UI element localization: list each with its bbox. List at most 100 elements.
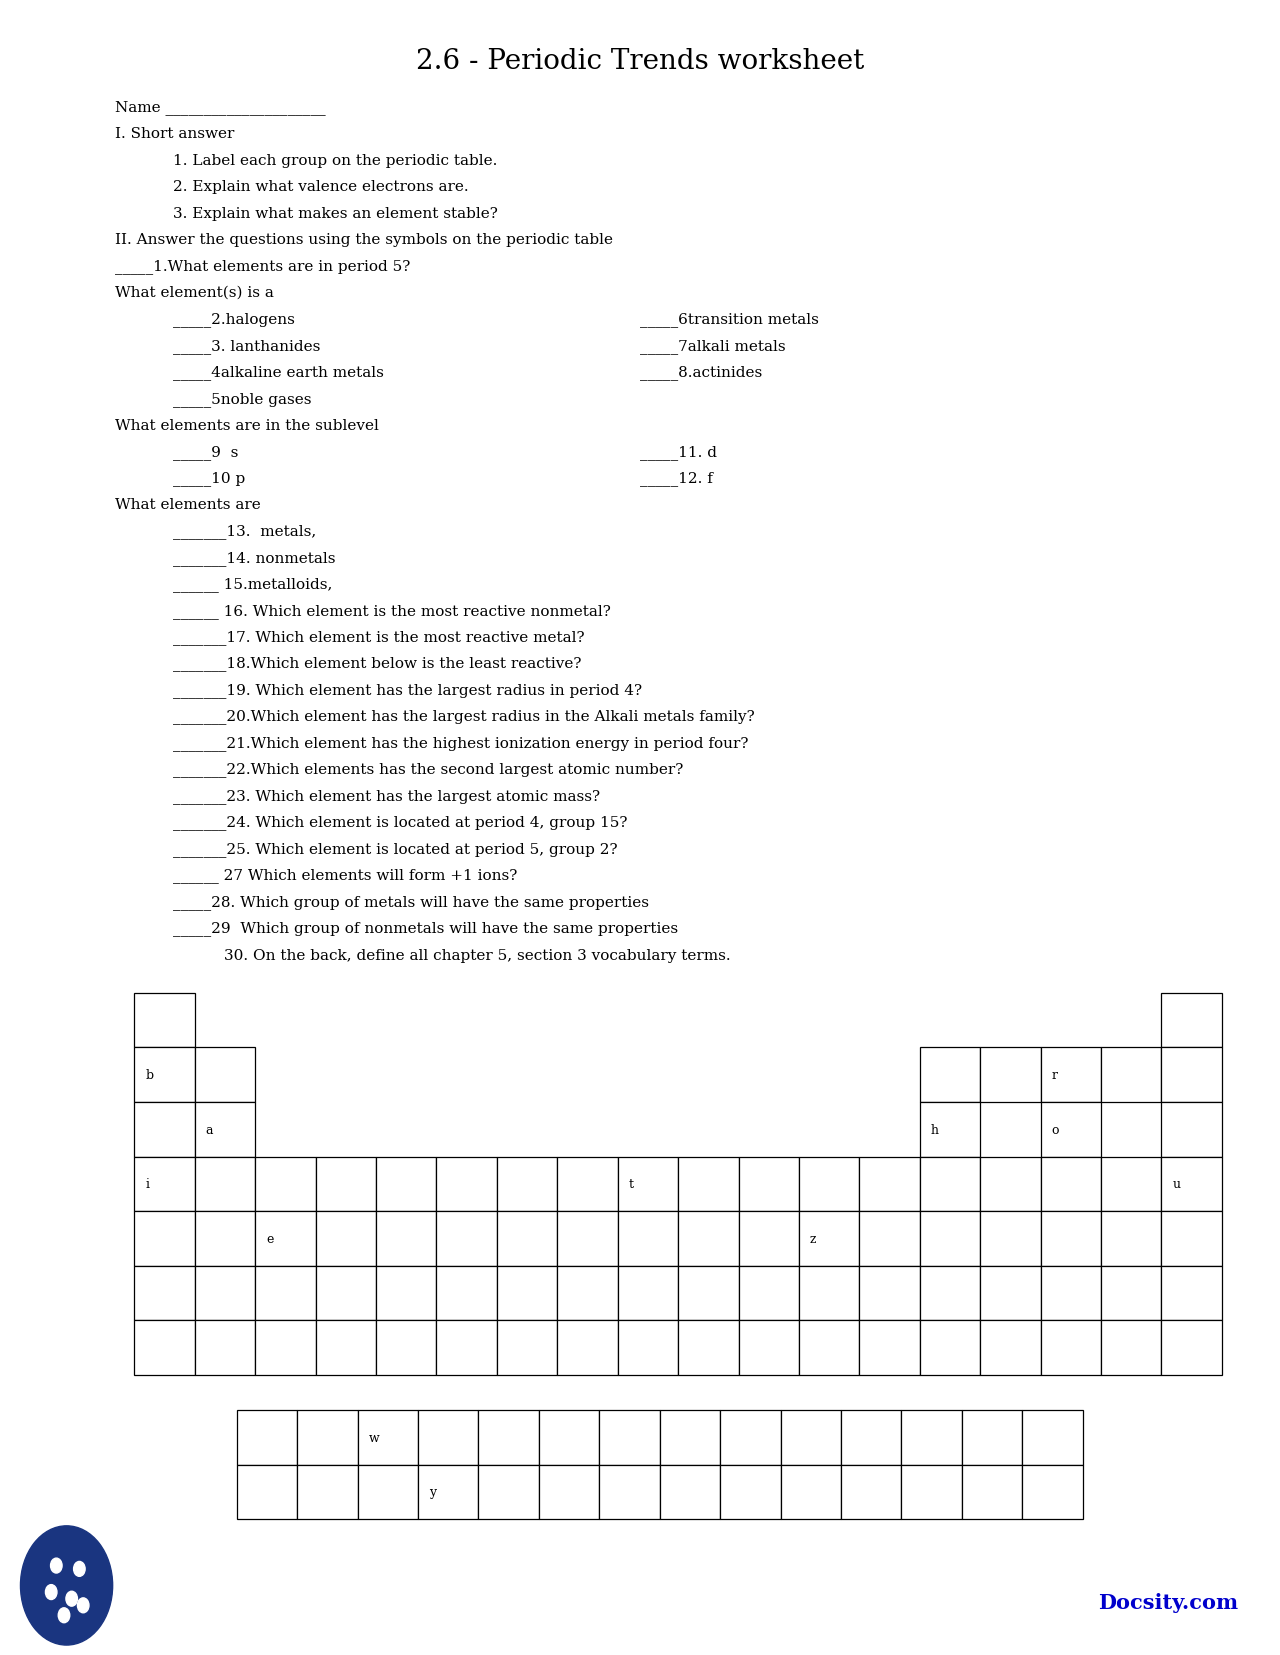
Bar — [255, 1211, 316, 1266]
Bar — [376, 1211, 436, 1266]
Bar — [739, 1211, 799, 1266]
Text: 1. Label each group on the periodic table.: 1. Label each group on the periodic tabl… — [173, 154, 497, 167]
Bar — [557, 1266, 618, 1321]
Bar — [419, 1410, 479, 1465]
Bar — [721, 1465, 781, 1519]
Bar — [920, 1102, 980, 1157]
Bar — [799, 1266, 859, 1321]
Bar — [497, 1157, 557, 1211]
Text: _______25. Which element is located at period 5, group 2?: _______25. Which element is located at p… — [173, 842, 617, 856]
Bar — [739, 1266, 799, 1321]
Bar — [901, 1410, 961, 1465]
Bar — [678, 1211, 739, 1266]
Bar — [134, 1048, 195, 1102]
Bar — [1041, 1048, 1101, 1102]
Bar — [799, 1157, 859, 1211]
Text: h: h — [931, 1124, 938, 1135]
Text: What elements are: What elements are — [115, 498, 261, 511]
Text: Name _____________________: Name _____________________ — [115, 101, 326, 114]
Bar — [1161, 1211, 1222, 1266]
Bar — [920, 1048, 980, 1102]
Bar — [859, 1157, 920, 1211]
Bar — [980, 1211, 1041, 1266]
Text: 3. Explain what makes an element stable?: 3. Explain what makes an element stable? — [173, 207, 498, 220]
Bar — [195, 1321, 255, 1375]
Bar — [497, 1211, 557, 1266]
Bar — [316, 1266, 376, 1321]
Bar — [1041, 1157, 1101, 1211]
Text: _______14. nonmetals: _______14. nonmetals — [173, 551, 335, 564]
Text: _____2.halogens: _____2.halogens — [173, 313, 294, 326]
Bar — [134, 1321, 195, 1375]
Bar — [1101, 1266, 1161, 1321]
Bar — [376, 1321, 436, 1375]
Bar — [901, 1465, 961, 1519]
Bar — [1041, 1102, 1101, 1157]
Bar — [1161, 1102, 1222, 1157]
Text: y: y — [429, 1486, 436, 1498]
Text: _______20.Which element has the largest radius in the Alkali metals family?: _______20.Which element has the largest … — [173, 710, 754, 723]
Bar — [436, 1157, 497, 1211]
Text: _______19. Which element has the largest radius in period 4?: _______19. Which element has the largest… — [173, 684, 643, 697]
Text: _____8.actinides: _____8.actinides — [640, 366, 763, 379]
Circle shape — [65, 1592, 77, 1605]
Bar — [920, 1157, 980, 1211]
Bar — [659, 1465, 721, 1519]
Bar — [659, 1410, 721, 1465]
Text: _____29  Which group of nonmetals will have the same properties: _____29 Which group of nonmetals will ha… — [173, 922, 678, 935]
Text: o: o — [1051, 1124, 1059, 1135]
Bar — [920, 1321, 980, 1375]
Text: _____10 p: _____10 p — [173, 472, 244, 485]
Bar — [134, 1211, 195, 1266]
Text: What element(s) is a: What element(s) is a — [115, 286, 274, 300]
Bar — [557, 1321, 618, 1375]
Bar — [316, 1211, 376, 1266]
Text: _______23. Which element has the largest atomic mass?: _______23. Which element has the largest… — [173, 789, 600, 803]
Text: _____6transition metals: _____6transition metals — [640, 313, 819, 326]
Text: r: r — [1051, 1069, 1057, 1081]
Bar — [357, 1465, 419, 1519]
Text: 2. Explain what valence electrons are.: 2. Explain what valence electrons are. — [173, 180, 468, 194]
Text: 30. On the back, define all chapter 5, section 3 vocabulary terms.: 30. On the back, define all chapter 5, s… — [224, 948, 731, 962]
Bar — [436, 1211, 497, 1266]
Text: _____4alkaline earth metals: _____4alkaline earth metals — [173, 366, 384, 379]
Bar — [1161, 993, 1222, 1048]
Bar — [1023, 1410, 1083, 1465]
Text: b: b — [145, 1069, 154, 1081]
Bar — [859, 1266, 920, 1321]
Text: z: z — [810, 1233, 817, 1245]
Bar — [195, 1102, 255, 1157]
Bar — [599, 1410, 659, 1465]
Bar — [739, 1157, 799, 1211]
Bar — [980, 1048, 1041, 1102]
Bar — [255, 1266, 316, 1321]
Text: 2.6 - Periodic Trends worksheet: 2.6 - Periodic Trends worksheet — [416, 48, 864, 74]
Text: a: a — [206, 1124, 214, 1135]
Bar — [721, 1410, 781, 1465]
Bar — [739, 1321, 799, 1375]
Text: _______17. Which element is the most reactive metal?: _______17. Which element is the most rea… — [173, 631, 585, 644]
Bar — [961, 1465, 1023, 1519]
Bar — [419, 1465, 479, 1519]
Text: _____11. d: _____11. d — [640, 445, 717, 458]
Bar — [1023, 1465, 1083, 1519]
Bar — [1041, 1321, 1101, 1375]
Circle shape — [20, 1526, 113, 1645]
Bar — [920, 1266, 980, 1321]
Text: ______ 15.metalloids,: ______ 15.metalloids, — [173, 578, 333, 591]
Bar — [599, 1465, 659, 1519]
Text: _____7alkali metals: _____7alkali metals — [640, 339, 786, 353]
Circle shape — [46, 1585, 56, 1599]
Text: i: i — [145, 1178, 150, 1190]
Text: ______ 16. Which element is the most reactive nonmetal?: ______ 16. Which element is the most rea… — [173, 604, 611, 617]
Bar — [1101, 1211, 1161, 1266]
Bar — [1161, 1321, 1222, 1375]
Text: u: u — [1172, 1178, 1180, 1190]
Circle shape — [51, 1559, 61, 1572]
Text: e: e — [266, 1233, 274, 1245]
Text: _______13.  metals,: _______13. metals, — [173, 525, 316, 538]
Bar — [376, 1157, 436, 1211]
Bar — [678, 1266, 739, 1321]
Text: ______ 27 Which elements will form +1 ions?: ______ 27 Which elements will form +1 io… — [173, 869, 517, 882]
Bar — [1161, 1266, 1222, 1321]
